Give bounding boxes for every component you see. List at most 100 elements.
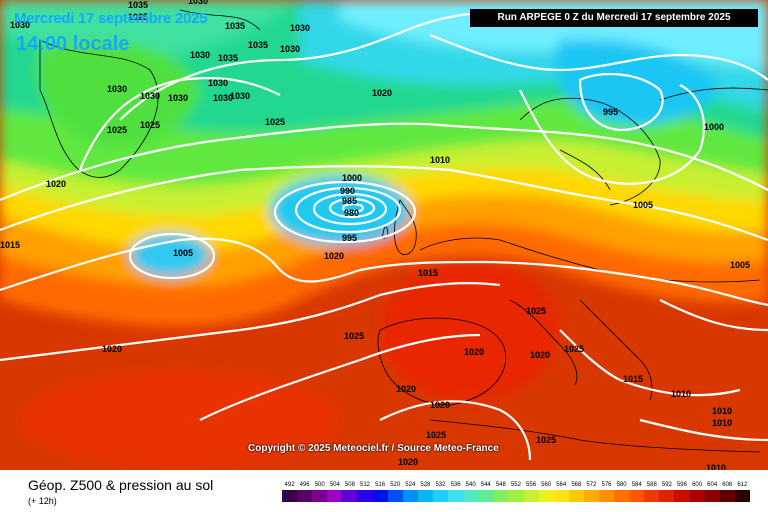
isobar-label: 1020 [430,400,450,410]
legend-tick-label: 504 [329,482,340,488]
legend-tick-label: 584 [631,482,642,488]
isobar-label: 1030 [290,23,310,33]
legend-tick-label: 552 [510,482,521,488]
isobar-label: 1020 [102,344,122,354]
color-legend: 492 496 500 504 508 512 516 520 524 528 532 536 540 5… [282,480,750,506]
isobar-label: 1010 [712,418,732,428]
isobar-label: 1025 [265,117,285,127]
legend-swatch [553,490,569,502]
isobar-label: 1025 [564,344,584,354]
legend-swatch [372,490,388,502]
isobar-label: 1030 [190,50,210,60]
legend-swatch [387,490,403,502]
model-run-label: Run ARPEGE 0 Z du Mercredi 17 septembre … [470,9,758,27]
isobar-label: 1030 [280,44,300,54]
isobar-label: 1025 [426,430,446,440]
legend-tick-label: 564 [556,482,567,488]
legend-tick-label: 540 [465,482,476,488]
isobar-label: 1000 [704,122,724,132]
isobar-label: 1035 [128,0,148,10]
isobar-label: 1030 [208,78,228,88]
isobar-labels: 1030 1035 1030 1035 1030 1025 1030 1035 … [0,0,750,470]
isobar-label: 1030 [213,93,233,103]
legend-tick-label: 544 [480,482,491,488]
isobar-label: 1030 [107,84,127,94]
isobar-label: 1025 [536,435,556,445]
isobar-label: 980 [344,208,359,218]
isobar-label: 1010 [430,155,450,165]
legend-swatch [357,490,373,502]
isobar-label: 1030 [230,91,250,101]
isobar-label: 1010 [671,389,691,399]
isobar-label: 1005 [730,260,750,270]
legend-swatch [508,490,524,502]
isobar-label: 1030 [188,0,208,6]
depression-rings [128,180,417,280]
legend-tick-label: 612 [737,482,748,488]
legend-tick-label: 604 [707,482,718,488]
legend-tick-label: 572 [586,482,597,488]
map-title: Géop. Z500 & pression au sol [28,477,214,493]
legend-swatch [312,490,328,502]
isobar-label: 1035 [225,21,245,31]
legend-swatch [674,490,690,502]
legend-swatch [432,490,449,502]
legend-tick-label: 568 [571,482,582,488]
isobar-label: 1020 [46,179,66,189]
isobar-label: 1015 [623,374,643,384]
legend-tick-label: 608 [722,482,733,488]
legend-tick-label: 524 [405,482,416,488]
coastlines [39,9,768,453]
isobar-label: 1025 [526,306,546,316]
isobar-label: 990 [340,186,355,196]
legend-swatch [327,490,343,502]
isobar-label: 1030 [168,93,188,103]
legend-swatch [629,490,645,502]
legend-swatch [538,490,554,502]
isobar-label: 1010 [706,463,726,470]
legend-tick-label: 532 [435,482,446,488]
isobar-label: 1005 [173,248,193,258]
legend-tick-label: 520 [390,482,401,488]
legend-tick-label: 516 [375,482,386,488]
weather-map: 1030 1035 1030 1035 1030 1025 1030 1035 … [0,0,768,470]
forecast-time: 14:00 locale [16,33,130,55]
isobar-label: 1030 [140,91,160,101]
legend-swatch [463,490,479,502]
isobar-label: 1015 [0,240,20,250]
legend-swatch [523,490,539,502]
legend-swatch [644,490,660,502]
legend-tick-label: 596 [676,482,687,488]
legend-swatch [417,490,433,502]
legend-swatch [614,490,630,502]
legend-swatch [568,490,584,502]
isobar-label: 1035 [218,53,238,63]
isobar-label: 1030 [10,20,30,30]
legend-swatch [478,490,494,502]
isobar-label: 1020 [464,347,484,357]
legend-swatch [282,490,298,502]
isobar-label: 1020 [398,457,418,467]
legend-tick-label: 560 [541,482,552,488]
isobar-label: 1025 [128,12,148,22]
isobar-label: 1020 [396,384,416,394]
isobar-label: 995 [342,233,357,243]
forecast-lead-time: (+ 12h) [28,496,57,506]
isobar-label: 995 [603,107,618,117]
isobar-label: 1025 [140,120,160,130]
legend-swatch [659,490,675,502]
copyright-notice: Copyright © 2025 Meteociel.fr / Source M… [248,443,499,454]
isobars [0,11,768,461]
isobar-label: 1025 [344,331,364,341]
isobar-label: 985 [342,196,357,206]
footer: Géop. Z500 & pression au sol (+ 12h) 492… [0,470,768,512]
isobar-label: 1020 [372,88,392,98]
legend-tick-label: 528 [420,482,431,488]
isobar-label: 1020 [530,350,550,360]
legend-tick-label: 588 [646,482,657,488]
legend-tick-label: 580 [616,482,627,488]
isobar-label: 1035 [248,40,268,50]
legend-swatch [598,490,615,502]
legend-swatch [297,490,313,502]
